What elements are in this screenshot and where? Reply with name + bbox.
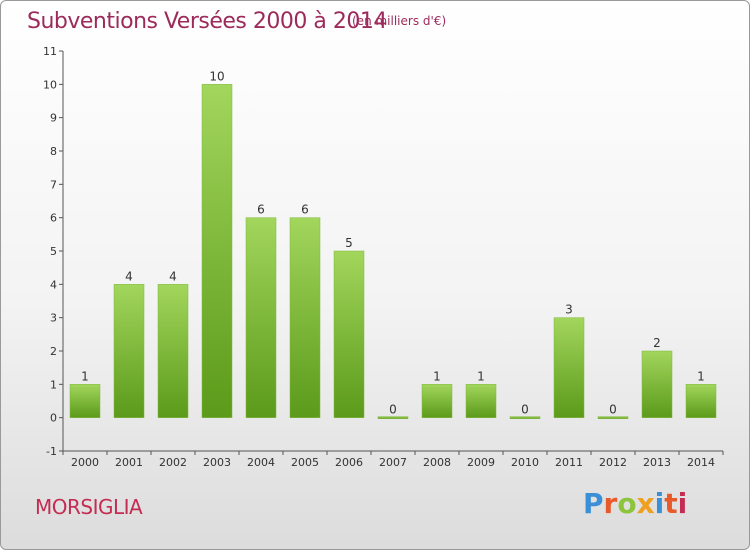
value-label-2014: 1 [697,369,705,383]
x-tick-label-2002: 2002 [159,456,187,469]
bar-2006 [333,250,365,418]
value-label-2001: 4 [125,269,133,283]
value-label-2002: 4 [169,269,177,283]
y-tick-label: 11 [43,45,57,58]
bar-2014 [685,384,717,418]
y-tick-label: 3 [50,312,57,325]
x-tick-label-2006: 2006 [335,456,363,469]
chart-unit: (en milliers d'€) [352,14,447,28]
proxiti-logo[interactable]: Proxiti [583,487,688,520]
bar-2000 [69,384,101,418]
value-label-2003: 10 [209,69,224,83]
bar-2011 [553,317,585,418]
y-tick-label: 1 [50,378,57,391]
y-tick-label: 10 [43,78,57,91]
y-tick-label: -1 [46,445,57,458]
value-label-2012: 0 [609,403,617,417]
bar-2004 [245,217,277,418]
x-tick-label-2001: 2001 [115,456,143,469]
value-label-2013: 2 [653,336,661,350]
bar-2008 [421,384,453,418]
x-tick-label-2012: 2012 [599,456,627,469]
y-tick-label: 6 [50,212,57,225]
x-tick-label-2008: 2008 [423,456,451,469]
bar-2013 [641,350,673,418]
chart-title: Subventions Versées 2000 à 2014 [27,9,387,34]
x-tick-label-2000: 2000 [71,456,99,469]
value-label-2004: 6 [257,203,265,217]
bar-2002 [157,284,189,418]
x-tick-label-2014: 2014 [687,456,715,469]
bar-2009 [465,384,497,418]
x-tick-label-2007: 2007 [379,456,407,469]
x-tick-label-2004: 2004 [247,456,275,469]
bar-2010 [509,416,541,419]
bar-2003 [201,84,233,418]
value-label-2009: 1 [477,369,485,383]
x-tick-label-2009: 2009 [467,456,495,469]
value-label-2008: 1 [433,369,441,383]
bar-2012 [597,416,629,419]
x-tick-label-2003: 2003 [203,456,231,469]
y-tick-label: 7 [50,178,57,191]
value-label-2006: 5 [345,236,353,250]
value-label-2007: 0 [389,403,397,417]
value-label-2011: 3 [565,303,573,317]
commune-name: MORSIGLIA [35,495,143,519]
x-tick-label-2011: 2011 [555,456,583,469]
value-label-2005: 6 [301,203,309,217]
bar-2005 [289,217,321,418]
x-tick-label-2005: 2005 [291,456,319,469]
y-tick-label: 4 [50,278,57,291]
x-tick-label-2010: 2010 [511,456,539,469]
y-tick-label: 8 [50,145,57,158]
value-label-2000: 1 [81,369,89,383]
y-tick-label: 9 [50,112,57,125]
bar-2007 [377,416,409,419]
y-tick-label: 0 [50,412,57,425]
y-tick-label: 5 [50,245,57,258]
y-tick-label: 2 [50,345,57,358]
value-label-2010: 0 [521,403,529,417]
bar-2001 [113,284,145,418]
x-tick-label-2013: 2013 [643,456,671,469]
